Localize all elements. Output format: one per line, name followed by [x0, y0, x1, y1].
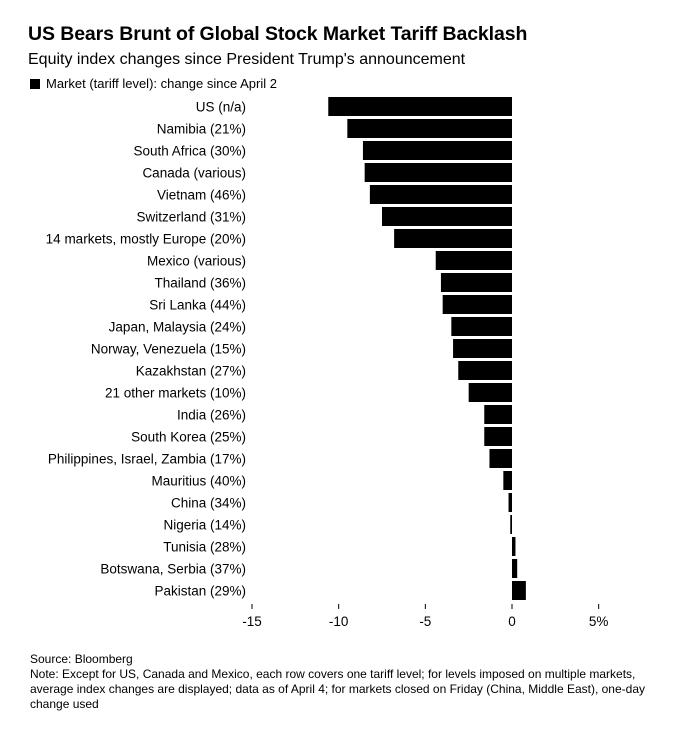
category-label: Namibia (21%): [157, 122, 246, 137]
bar: [508, 493, 512, 512]
bar: [512, 581, 526, 600]
category-label: Mauritius (40%): [151, 474, 246, 489]
bar: [489, 449, 512, 468]
bar: [369, 185, 512, 204]
category-label: Kazakhstan (27%): [136, 364, 246, 379]
chart-title: US Bears Brunt of Global Stock Market Ta…: [28, 23, 528, 45]
bar: [503, 471, 512, 490]
bar: [440, 273, 512, 292]
bar: [435, 251, 512, 270]
x-tick-label: -10: [329, 614, 349, 629]
bar: [328, 97, 512, 116]
category-label: China (34%): [171, 496, 246, 511]
category-label: Tunisia (28%): [163, 540, 246, 555]
source-note: Source: Bloomberg: [30, 652, 133, 666]
category-label: Japan, Malaysia (24%): [109, 320, 246, 335]
x-tick-label: 5%: [589, 614, 609, 629]
category-label: 14 markets, mostly Europe (20%): [46, 232, 246, 247]
category-label: Nigeria (14%): [163, 518, 246, 533]
footer: Source: Bloomberg Note: Except for US, C…: [30, 652, 650, 712]
category-label: Sri Lanka (44%): [149, 298, 246, 313]
bar: [394, 229, 512, 248]
category-label: Pakistan (29%): [154, 584, 246, 599]
bar: [382, 207, 512, 226]
legend-swatch: [30, 78, 40, 89]
category-label: India (26%): [177, 408, 246, 423]
bar: [510, 515, 512, 534]
chart-subtitle: Equity index changes since President Tru…: [28, 51, 466, 68]
bar: [512, 537, 516, 556]
category-label: Botswana, Serbia (37%): [100, 562, 246, 577]
x-tick-label: -5: [419, 614, 431, 629]
legend-label: Market (tariff level): change since Apri…: [46, 76, 277, 91]
x-tick-label: 0: [508, 614, 516, 629]
bar-chart: US (n/a) Namibia (21%) South Africa (30%) C…: [46, 97, 609, 629]
category-label: South Africa (30%): [133, 144, 246, 159]
bar: [453, 339, 512, 358]
category-label: Philippines, Israel, Zambia (17%): [48, 452, 246, 467]
category-label: Norway, Venezuela (15%): [91, 342, 246, 357]
bar: [484, 427, 512, 446]
bar: [364, 163, 512, 182]
x-tick-label: -15: [242, 614, 262, 629]
category-label: Vietnam (46%): [157, 188, 246, 203]
category-label: Mexico (various): [147, 254, 246, 269]
category-label: Thailand (36%): [154, 276, 246, 291]
category-label: Canada (various): [142, 166, 246, 181]
bar: [512, 559, 518, 578]
category-label: South Korea (25%): [131, 430, 246, 445]
bar: [451, 317, 512, 336]
bar: [468, 383, 512, 402]
bar: [458, 361, 512, 380]
bar: [442, 295, 512, 314]
category-label: US (n/a): [196, 100, 246, 115]
category-label: Switzerland (31%): [136, 210, 246, 225]
bar: [347, 119, 512, 138]
category-label: 21 other markets (10%): [105, 386, 246, 401]
bar: [484, 405, 512, 424]
footnote: Note: Except for US, Canada and Mexico, …: [30, 667, 645, 711]
bar: [362, 141, 512, 160]
legend: Market (tariff level): change since Apri…: [30, 76, 277, 91]
